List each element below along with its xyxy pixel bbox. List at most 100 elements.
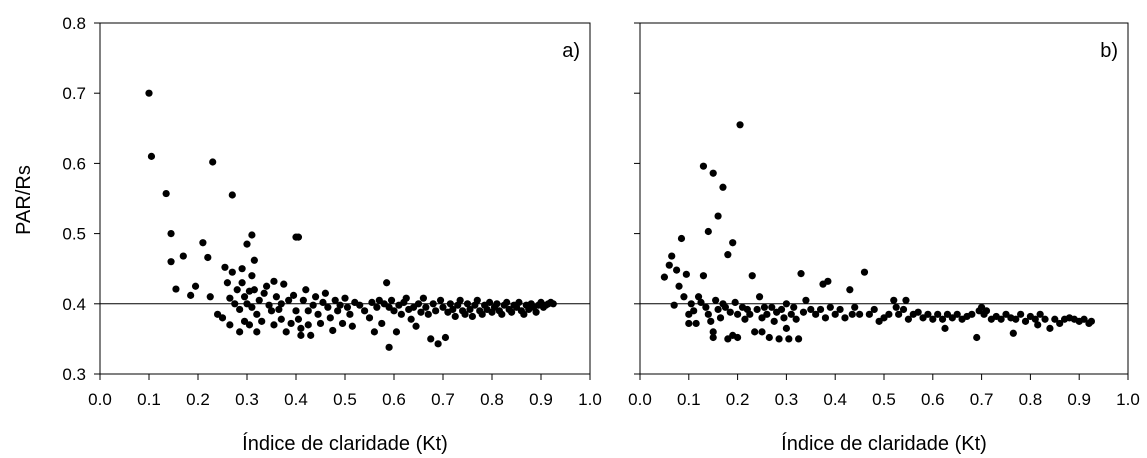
x-tick-label: 1.0: [1116, 390, 1140, 409]
data-point: [280, 280, 288, 288]
data-point: [316, 319, 325, 328]
data-point: [277, 315, 285, 323]
x-tick-label: 0.4: [284, 390, 308, 409]
data-point: [429, 300, 437, 308]
data-point: [162, 189, 170, 198]
data-point: [885, 310, 893, 318]
data-point: [243, 240, 251, 248]
data-point: [707, 317, 715, 325]
data-point: [675, 282, 683, 290]
panel-b: 0.0 0.1 0.2 0.3 0.4 0.5 0.6 0.7 0.8 0.9 1.0 b) Índic…: [628, 22, 1140, 455]
data-point: [736, 121, 744, 129]
data-point: [285, 296, 293, 304]
data-point: [775, 335, 783, 343]
data-point: [712, 296, 720, 304]
data-point: [721, 303, 730, 311]
data-point: [172, 285, 180, 293]
data-point: [402, 294, 410, 302]
data-point: [503, 298, 511, 306]
x-tick-label: 0.8: [480, 390, 504, 409]
data-point: [765, 333, 773, 342]
data-point: [255, 296, 263, 304]
y-tick-label: 0.4: [62, 295, 86, 314]
data-point: [716, 314, 725, 322]
data-point: [348, 322, 356, 330]
y-axis-title: PAR/Rs: [13, 165, 35, 235]
data-point: [508, 308, 516, 316]
x-tick-label: 0.5: [333, 390, 357, 409]
data-point: [312, 293, 320, 301]
data-point: [699, 272, 708, 280]
data-point: [258, 317, 266, 325]
data-point: [226, 294, 234, 302]
x-tick-label: 0.0: [88, 390, 112, 409]
data-point: [451, 312, 459, 321]
data-point: [685, 319, 693, 328]
x-tick-label: 0.2: [726, 390, 750, 409]
data-point: [934, 310, 942, 318]
data-point: [245, 321, 254, 329]
data-point: [870, 305, 878, 314]
data-point: [231, 300, 239, 308]
data-point: [682, 270, 690, 278]
y-tick-label: 0.7: [62, 84, 86, 103]
data-point: [792, 315, 800, 323]
data-point: [851, 303, 859, 311]
data-point: [228, 191, 236, 199]
data-point: [831, 310, 839, 318]
data-point: [841, 314, 849, 322]
data-point: [865, 310, 873, 318]
data-point: [238, 279, 246, 287]
data-point: [343, 303, 352, 311]
data-point: [422, 303, 430, 311]
data-point: [329, 326, 337, 335]
data-point: [1009, 329, 1017, 337]
data-point: [890, 296, 898, 304]
data-point: [549, 300, 557, 308]
data-point: [236, 305, 244, 314]
data-point: [660, 273, 669, 281]
data-point: [787, 310, 795, 318]
data-point: [697, 298, 705, 306]
data-point: [734, 333, 742, 342]
data-point: [228, 268, 236, 276]
data-point: [368, 298, 376, 306]
data-point: [895, 310, 903, 318]
data-point: [331, 296, 339, 304]
data-point: [785, 335, 793, 343]
data-point: [1034, 321, 1042, 329]
data-point: [780, 314, 788, 322]
data-point: [704, 227, 712, 236]
data-point: [532, 308, 540, 316]
data-point: [938, 315, 947, 323]
data-point: [982, 307, 991, 315]
data-point: [297, 331, 305, 339]
data-point: [334, 307, 342, 315]
data-point: [899, 305, 908, 314]
data-point: [307, 331, 315, 339]
y-tick-label: 0.3: [62, 365, 86, 384]
data-point: [238, 265, 246, 273]
data-point: [760, 303, 769, 311]
y-tick-label: 0.8: [62, 14, 86, 33]
data-point: [848, 310, 856, 318]
data-point: [1051, 315, 1059, 323]
data-point: [751, 328, 759, 336]
data-point: [973, 333, 981, 342]
data-point: [665, 261, 673, 269]
data-point: [439, 303, 447, 311]
data-point: [221, 263, 229, 271]
data-point: [336, 301, 344, 309]
data-point: [821, 314, 830, 322]
data-point: [341, 294, 349, 302]
data-point: [726, 308, 734, 316]
data-point: [758, 328, 766, 336]
data-point: [248, 231, 256, 239]
data-point: [520, 310, 528, 318]
x-tick-label: 0.7: [970, 390, 994, 409]
data-point: [714, 305, 722, 314]
data-point: [493, 300, 501, 308]
data-point: [289, 291, 298, 299]
data-point: [687, 300, 695, 308]
data-point: [670, 301, 678, 309]
